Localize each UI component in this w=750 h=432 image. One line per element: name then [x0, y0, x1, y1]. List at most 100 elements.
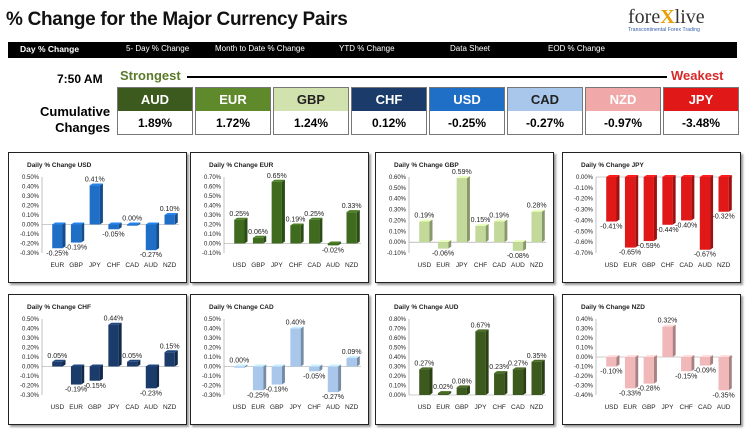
- bar: [70, 224, 82, 243]
- y-tick-label: 0.10%: [389, 384, 407, 390]
- data-label: 0.00%: [122, 216, 142, 223]
- bar: [89, 366, 100, 381]
- bar: [127, 224, 138, 226]
- bar: [327, 243, 339, 246]
- bar-side: [244, 364, 248, 368]
- data-label: -0.32%: [713, 214, 735, 221]
- bar: [643, 357, 654, 384]
- data-label: -0.15%: [675, 373, 697, 380]
- page-title: % Change for the Major Currency Pairs: [6, 9, 348, 30]
- currency-name: EUR: [196, 88, 270, 111]
- bar: [531, 361, 542, 395]
- bar: [643, 177, 654, 242]
- y-tick-label: 0.30%: [204, 336, 222, 342]
- bar-top: [271, 179, 285, 182]
- y-tick-label: 0.20%: [22, 204, 40, 210]
- data-label: -0.65%: [619, 250, 641, 257]
- nav-5day-change[interactable]: 5- Day % Change: [126, 44, 190, 53]
- chart-panel-cad: Daily % Change CAD 0.50% 0.40% 0.30% 0.20% 0.…: [190, 294, 369, 425]
- data-label: 0.00%: [229, 358, 249, 365]
- bar-side: [356, 355, 360, 367]
- category-label: GBP: [88, 404, 102, 411]
- bar-side: [81, 364, 85, 385]
- bar-side: [523, 367, 527, 395]
- bar-side: [616, 175, 620, 222]
- weakest-label: Weakest: [671, 68, 724, 83]
- y-tick-label: -0.30%: [202, 393, 222, 399]
- bar-side: [338, 364, 342, 393]
- y-tick-label: -0.10%: [574, 365, 594, 371]
- y-tick-label: 0.20%: [204, 223, 222, 229]
- bar-top: [309, 217, 323, 220]
- y-tick-label: 0.60%: [204, 185, 222, 191]
- data-label: 0.27%: [414, 360, 434, 367]
- y-tick-label: 0.00%: [22, 365, 40, 371]
- category-label: CHF: [680, 404, 693, 411]
- bar-side: [156, 364, 160, 389]
- currency-name: CHF: [352, 88, 426, 111]
- category-label: JPY: [662, 404, 675, 411]
- bar: [456, 178, 467, 243]
- bar-side: [728, 355, 732, 391]
- y-tick-label: -0.10%: [202, 251, 222, 257]
- bar: [145, 224, 157, 251]
- category-label: AUD: [698, 262, 712, 269]
- nav-eod-change[interactable]: EOD % Change: [548, 44, 605, 53]
- y-tick-label: 0.50%: [204, 317, 222, 323]
- data-label: 0.44%: [104, 316, 124, 323]
- bar-top: [127, 359, 141, 362]
- data-label: -0.05%: [303, 373, 325, 380]
- category-label: USD: [232, 262, 246, 269]
- category-label: USD: [50, 404, 64, 411]
- bar: [681, 177, 692, 221]
- bar-side: [81, 222, 85, 243]
- currency-box-chf: CHF 0.12%: [351, 87, 427, 135]
- bar: [512, 242, 524, 251]
- category-label: CAD: [511, 404, 525, 411]
- bar: [234, 219, 245, 244]
- bar: [456, 387, 467, 395]
- category-label: CAD: [679, 262, 693, 269]
- bar: [234, 366, 245, 368]
- bar-top: [494, 371, 508, 374]
- bar-top: [290, 223, 304, 226]
- chart-eur: 0.70% 0.60% 0.50% 0.40% 0.30% 0.20% 0.10% 0.00%…: [202, 173, 362, 269]
- bar: [437, 242, 449, 249]
- strength-arrow-line: [187, 76, 667, 78]
- bar-side: [635, 355, 639, 389]
- nav-day-change[interactable]: Day % Change: [20, 44, 80, 54]
- bar: [70, 366, 82, 385]
- nav-bar: [8, 42, 390, 58]
- data-label: -0.27%: [322, 394, 344, 401]
- data-label: -0.19%: [65, 387, 87, 394]
- data-label: 0.23%: [489, 364, 509, 371]
- bar: [718, 177, 729, 212]
- bar-side: [691, 175, 695, 221]
- bar-side: [118, 222, 122, 230]
- nav-month-to-date[interactable]: Month to Date % Change: [215, 44, 305, 53]
- category-label: NZD: [717, 262, 731, 269]
- currency-box-gbp: GBP 1.24%: [273, 87, 349, 135]
- nav-ytd-change[interactable]: YTD % Change: [339, 44, 395, 53]
- logo-text-a: fore: [628, 6, 661, 28]
- bar-top: [624, 355, 639, 357]
- category-label: USD: [232, 404, 246, 411]
- bar: [699, 177, 711, 250]
- currency-box-usd: USD -0.25%: [429, 87, 505, 135]
- currency-box-nzd: NZD -0.97%: [585, 87, 661, 135]
- bar: [475, 225, 486, 243]
- currency-value: -0.97%: [586, 111, 660, 134]
- bar: [290, 328, 301, 367]
- category-label: AUD: [717, 404, 731, 411]
- bar: [309, 366, 320, 372]
- bar: [531, 211, 542, 243]
- data-label: -0.08%: [507, 253, 529, 260]
- data-label: 0.02%: [433, 384, 453, 391]
- chart-title: Daily % Change EUR: [209, 162, 274, 169]
- category-label: CHF: [493, 404, 506, 411]
- category-label: EUR: [251, 404, 265, 411]
- nav-data-sheet[interactable]: Data Sheet: [450, 44, 491, 53]
- bar-top: [512, 240, 527, 243]
- y-tick-label: -0.10%: [20, 374, 40, 380]
- chart-gbp: 0.60% 0.50% 0.40% 0.30% 0.20% 0.10% 0.00% -0.10…: [387, 169, 547, 269]
